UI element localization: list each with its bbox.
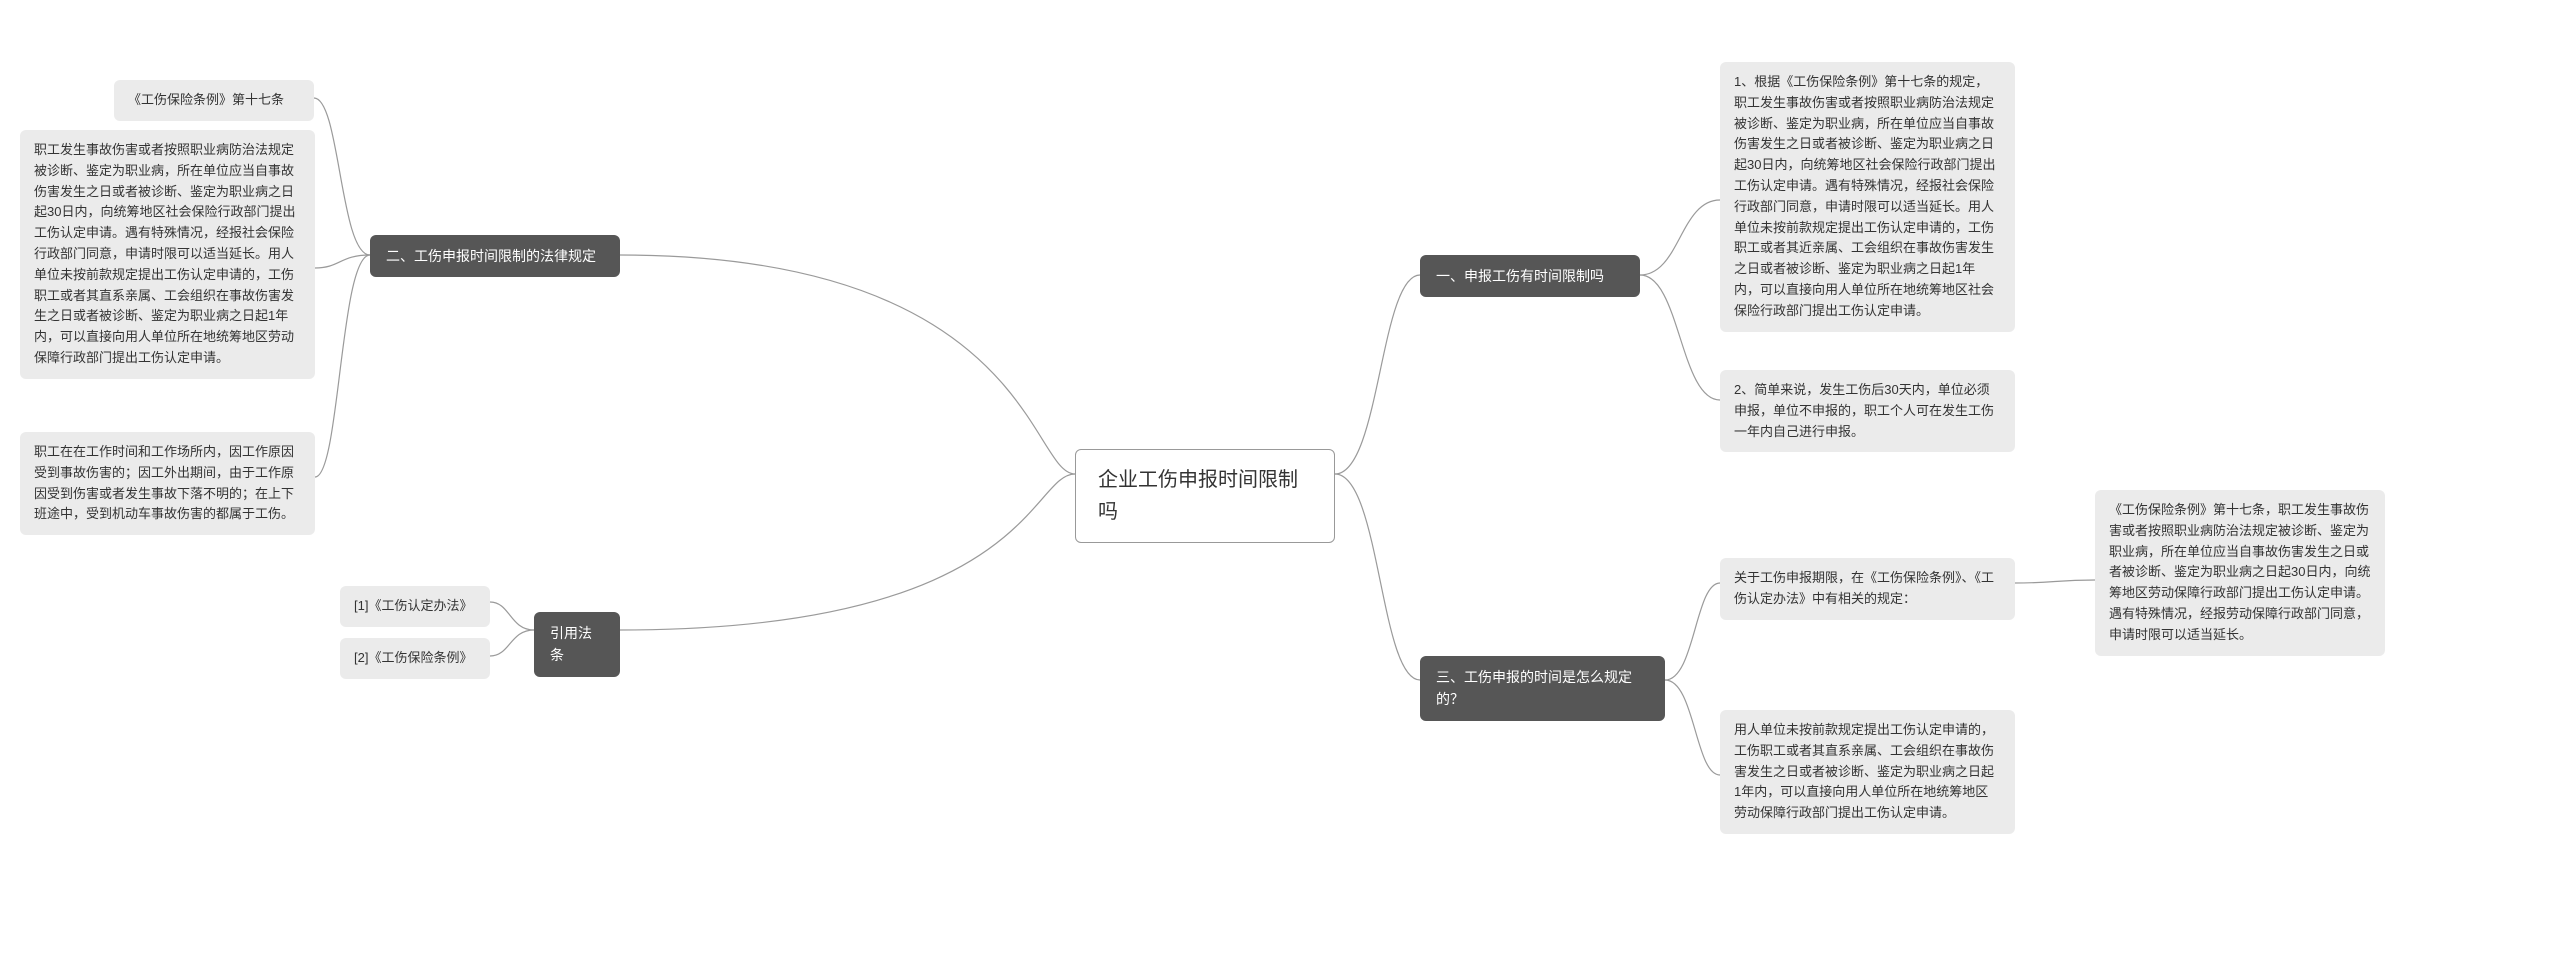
left-branch-0-leaf-0: 《工伤保险条例》第十七条 — [114, 80, 314, 121]
connector-8 — [620, 474, 1075, 630]
connector-4 — [1665, 583, 1720, 680]
right-branch-0-leaf-0: 1、根据《工伤保险条例》第十七条的规定，职工发生事故伤害或者按照职业病防治法规定… — [1720, 62, 2015, 332]
connector-7 — [620, 255, 1075, 474]
right-branch-1-leaf-0-sub: 《工伤保险条例》第十七条，职工发生事故伤害或者按照职业病防治法规定被诊断、鉴定为… — [2095, 490, 2385, 656]
connector-5 — [1665, 680, 1720, 775]
connector-10 — [315, 255, 370, 268]
right-branch-1-leaf-1: 用人单位未按前款规定提出工伤认定申请的，工伤职工或者其直系亲属、工会组织在事故伤… — [1720, 710, 2015, 834]
left-branch-0: 二、工伤申报时间限制的法律规定 — [370, 235, 620, 277]
right-branch-0-leaf-1: 2、简单来说，发生工伤后30天内，单位必须申报，单位不申报的，职工个人可在发生工… — [1720, 370, 2015, 452]
left-branch-0-leaf-2: 职工在在工作时间和工作场所内，因工作原因受到事故伤害的；因工外出期间，由于工作原… — [20, 432, 315, 535]
connector-0 — [1335, 275, 1420, 474]
right-branch-1-leaf-0: 关于工伤申报期限，在《工伤保险条例》、《工伤认定办法》中有相关的规定： — [1720, 558, 2015, 620]
right-branch-0: 一、申报工伤有时间限制吗 — [1420, 255, 1640, 297]
connector-3 — [1640, 275, 1720, 400]
left-branch-1: 引用法条 — [534, 612, 620, 677]
right-branch-1: 三、工伤申报的时间是怎么规定的？ — [1420, 656, 1665, 721]
connector-6 — [2015, 580, 2095, 583]
root-node: 企业工伤申报时间限制吗 — [1075, 449, 1335, 543]
connector-1 — [1335, 474, 1420, 680]
connector-13 — [490, 630, 534, 656]
left-branch-1-leaf-1: [2]《工伤保险条例》 — [340, 638, 490, 679]
connector-11 — [315, 255, 370, 477]
connector-12 — [490, 602, 534, 630]
left-branch-0-leaf-1: 职工发生事故伤害或者按照职业病防治法规定被诊断、鉴定为职业病，所在单位应当自事故… — [20, 130, 315, 379]
left-branch-1-leaf-0: [1]《工伤认定办法》 — [340, 586, 490, 627]
connector-9 — [314, 98, 370, 255]
connector-2 — [1640, 200, 1720, 275]
